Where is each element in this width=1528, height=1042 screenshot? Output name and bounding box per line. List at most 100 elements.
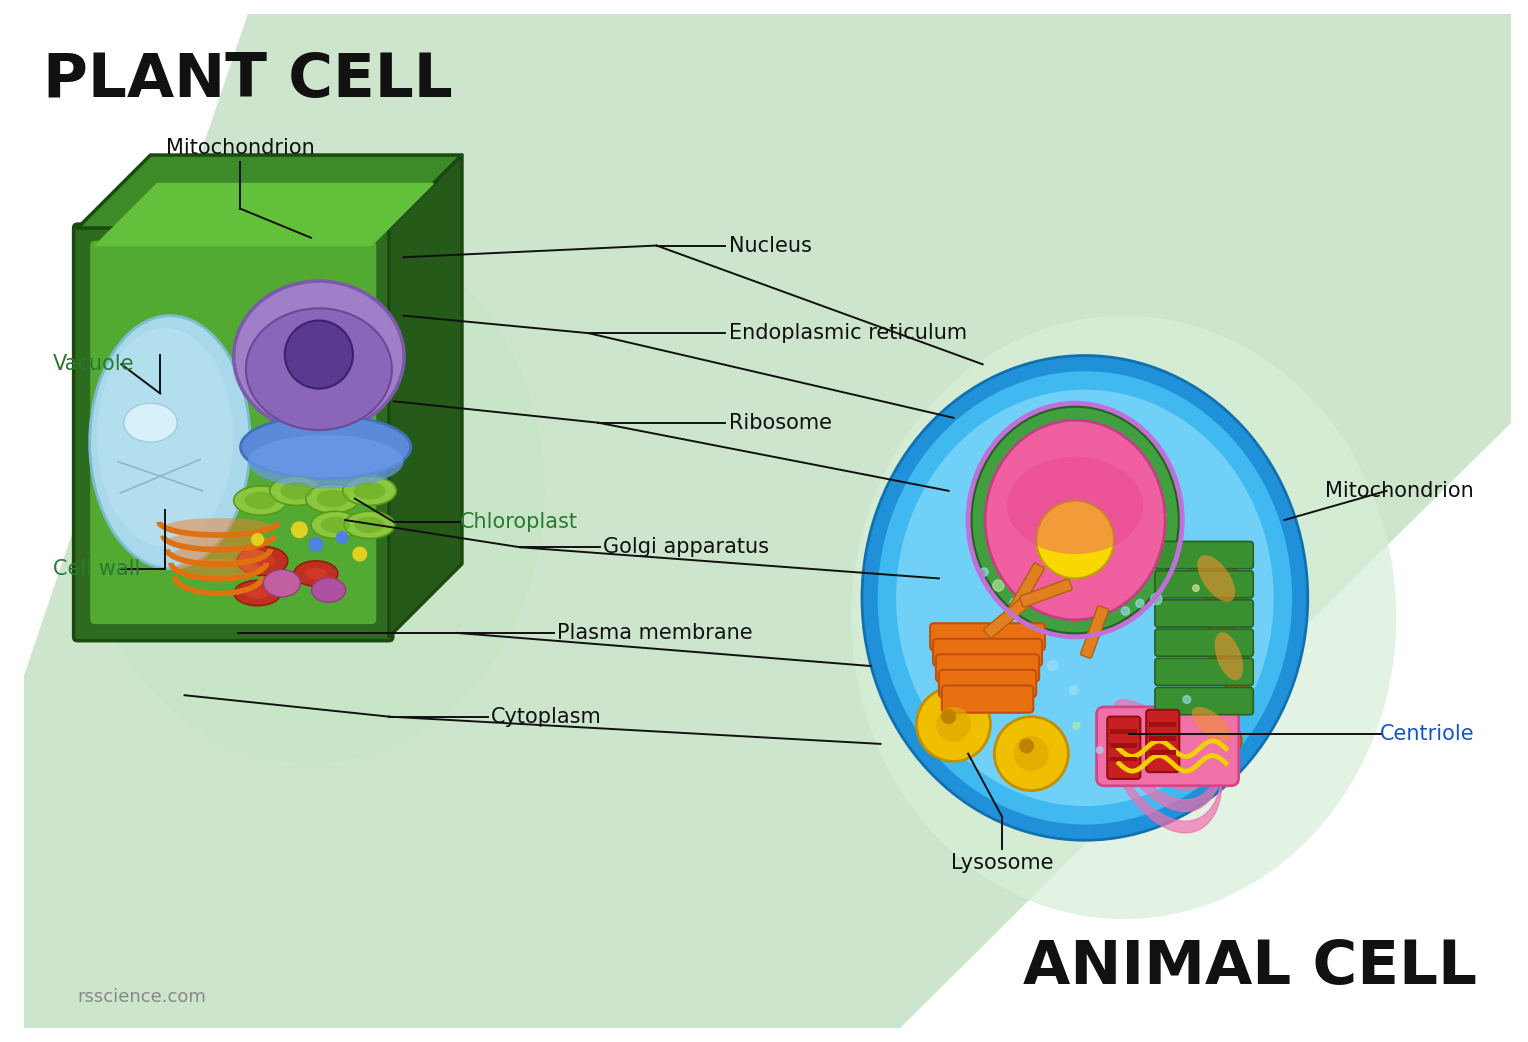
Ellipse shape — [895, 389, 1274, 808]
Circle shape — [979, 568, 989, 576]
Bar — [1111, 756, 1137, 762]
FancyBboxPatch shape — [1019, 579, 1073, 607]
Ellipse shape — [163, 518, 274, 538]
Circle shape — [1033, 526, 1042, 536]
Ellipse shape — [167, 531, 270, 551]
Circle shape — [336, 531, 348, 543]
Text: Lysosome: Lysosome — [950, 853, 1053, 873]
Circle shape — [1024, 515, 1030, 521]
Text: Endoplasmic reticulum: Endoplasmic reticulum — [729, 323, 967, 343]
Ellipse shape — [1181, 697, 1242, 751]
Circle shape — [1048, 661, 1057, 670]
Ellipse shape — [124, 403, 177, 442]
Bar — [1111, 729, 1137, 735]
Ellipse shape — [96, 328, 234, 547]
Text: Mitochondrion: Mitochondrion — [1325, 480, 1475, 501]
Bar — [1149, 722, 1177, 727]
Ellipse shape — [90, 316, 251, 569]
Ellipse shape — [174, 559, 263, 578]
Circle shape — [1012, 504, 1019, 512]
Ellipse shape — [851, 316, 1397, 919]
FancyBboxPatch shape — [984, 597, 1030, 638]
FancyBboxPatch shape — [938, 670, 1036, 697]
Text: Cell wall: Cell wall — [53, 559, 141, 578]
Circle shape — [1115, 762, 1123, 769]
Circle shape — [1151, 593, 1161, 604]
FancyBboxPatch shape — [1097, 706, 1239, 786]
Ellipse shape — [1198, 555, 1235, 601]
Circle shape — [1183, 696, 1190, 703]
Circle shape — [953, 699, 961, 708]
Ellipse shape — [246, 588, 269, 599]
Ellipse shape — [316, 490, 348, 507]
Text: rsscience.com: rsscience.com — [78, 988, 206, 1006]
Ellipse shape — [171, 545, 266, 565]
FancyBboxPatch shape — [1155, 659, 1253, 686]
Ellipse shape — [312, 512, 359, 539]
Text: Golgi apparatus: Golgi apparatus — [604, 538, 769, 557]
Circle shape — [1039, 489, 1045, 496]
Ellipse shape — [306, 485, 359, 514]
Ellipse shape — [237, 546, 287, 575]
Circle shape — [309, 538, 322, 551]
Bar — [1149, 736, 1177, 741]
Polygon shape — [390, 155, 461, 637]
Ellipse shape — [862, 355, 1308, 840]
Circle shape — [993, 580, 1004, 591]
Circle shape — [1070, 686, 1079, 694]
Text: Nucleus: Nucleus — [729, 235, 811, 255]
Ellipse shape — [1215, 632, 1244, 680]
Ellipse shape — [234, 281, 403, 432]
Ellipse shape — [970, 405, 1180, 635]
FancyBboxPatch shape — [73, 224, 393, 641]
Ellipse shape — [344, 512, 394, 539]
Ellipse shape — [1192, 706, 1232, 742]
Ellipse shape — [293, 561, 338, 587]
Circle shape — [252, 534, 263, 545]
Text: Centriole: Centriole — [1380, 724, 1475, 744]
Ellipse shape — [244, 492, 277, 510]
Text: Cytoplasm: Cytoplasm — [490, 706, 602, 726]
Circle shape — [1193, 585, 1199, 592]
Ellipse shape — [312, 578, 345, 602]
FancyBboxPatch shape — [937, 654, 1039, 681]
Circle shape — [1135, 599, 1144, 607]
Ellipse shape — [249, 554, 275, 568]
Ellipse shape — [1207, 619, 1251, 693]
Ellipse shape — [353, 482, 385, 499]
FancyBboxPatch shape — [1108, 717, 1140, 779]
FancyBboxPatch shape — [934, 639, 1042, 666]
Ellipse shape — [1036, 500, 1114, 578]
Text: Vacuole: Vacuole — [53, 354, 134, 374]
Ellipse shape — [78, 219, 544, 764]
Ellipse shape — [321, 517, 350, 534]
FancyBboxPatch shape — [89, 240, 377, 625]
Ellipse shape — [270, 476, 324, 505]
Ellipse shape — [1007, 456, 1143, 554]
FancyBboxPatch shape — [1155, 600, 1253, 627]
Ellipse shape — [248, 435, 403, 489]
Bar — [1111, 743, 1137, 748]
Circle shape — [995, 717, 1068, 791]
Circle shape — [1122, 606, 1129, 615]
Ellipse shape — [240, 416, 411, 478]
Bar — [1149, 750, 1177, 754]
Text: Ribosome: Ribosome — [729, 413, 831, 432]
FancyBboxPatch shape — [1080, 605, 1109, 659]
Ellipse shape — [342, 476, 396, 505]
FancyBboxPatch shape — [1146, 710, 1180, 772]
FancyBboxPatch shape — [1155, 542, 1253, 569]
Polygon shape — [78, 155, 461, 228]
FancyBboxPatch shape — [1155, 571, 1253, 598]
Text: Chloroplast: Chloroplast — [460, 512, 578, 532]
Text: Plasma membrane: Plasma membrane — [558, 623, 753, 643]
Text: ANIMAL CELL: ANIMAL CELL — [1024, 938, 1478, 997]
Circle shape — [1041, 584, 1051, 593]
Ellipse shape — [281, 482, 313, 499]
Ellipse shape — [1187, 543, 1245, 615]
Circle shape — [1155, 510, 1166, 520]
Circle shape — [1073, 722, 1080, 729]
Circle shape — [941, 710, 955, 723]
Ellipse shape — [246, 308, 391, 430]
Circle shape — [292, 522, 307, 538]
